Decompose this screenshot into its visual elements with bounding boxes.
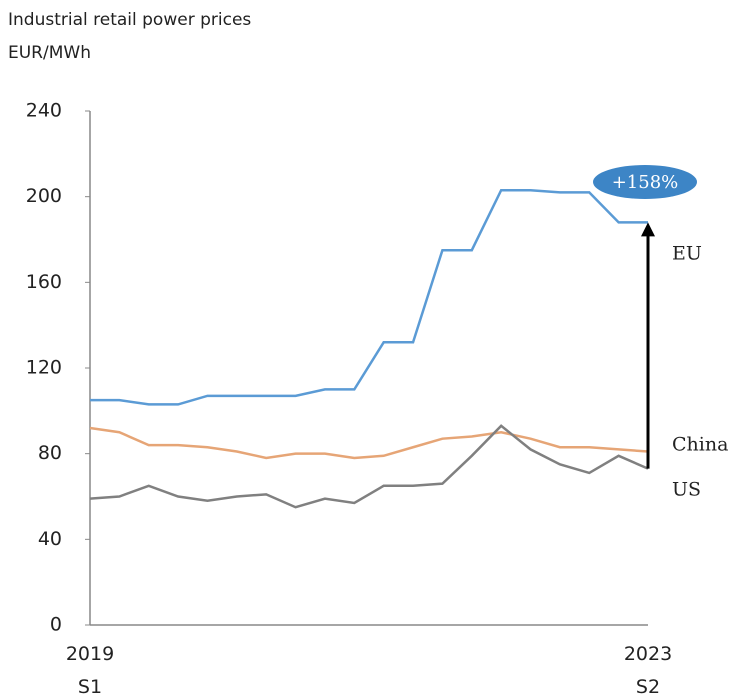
y-tick-label: 200 [26,185,62,207]
y-tick-label: 240 [26,100,62,122]
y-tick-label: 120 [26,357,62,379]
line-series [89,426,649,460]
chart-subtitle: EUR/MWh [8,43,91,63]
line-series [89,424,649,509]
y-tick-label: 160 [26,271,62,293]
x-tick-label: 2019 S1 [65,643,115,698]
series-label: China [672,434,728,456]
annotation: +158% [612,172,679,193]
line-series [90,188,648,406]
chart-title: Industrial retail power prices [8,10,251,30]
y-tick-label: 80 [38,442,62,464]
y-tick-label: 0 [50,614,62,636]
y-tick-label: 40 [38,528,62,550]
annotation-badge [593,165,697,199]
series-label: EU [672,242,702,264]
series-label: US [672,479,701,501]
arrow-head [641,222,655,237]
x-tick-label: 2023 S2 [623,643,673,698]
